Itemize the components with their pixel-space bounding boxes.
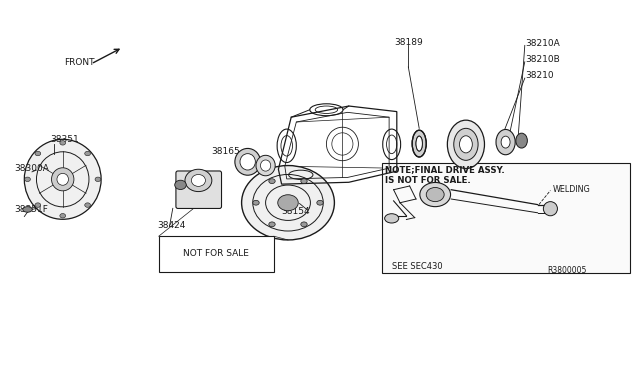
Ellipse shape	[84, 151, 90, 156]
Ellipse shape	[412, 130, 426, 157]
Text: R3800005: R3800005	[547, 266, 587, 275]
Ellipse shape	[496, 129, 515, 155]
Text: NOTE;FINAL DRIVE ASSY.: NOTE;FINAL DRIVE ASSY.	[385, 166, 504, 174]
Text: NOT FOR SALE: NOT FOR SALE	[184, 249, 249, 258]
Text: 38189: 38189	[394, 38, 423, 47]
Ellipse shape	[60, 141, 65, 145]
Text: 38154: 38154	[282, 207, 310, 216]
Ellipse shape	[191, 174, 205, 186]
Ellipse shape	[235, 148, 260, 175]
Ellipse shape	[278, 195, 298, 211]
Ellipse shape	[420, 182, 451, 207]
Text: 38424: 38424	[157, 221, 185, 230]
Ellipse shape	[84, 203, 90, 207]
Ellipse shape	[240, 154, 255, 170]
Ellipse shape	[269, 222, 275, 227]
Ellipse shape	[385, 214, 399, 223]
Ellipse shape	[454, 128, 478, 160]
FancyBboxPatch shape	[176, 171, 221, 208]
Ellipse shape	[501, 136, 510, 148]
Ellipse shape	[35, 151, 41, 156]
Ellipse shape	[95, 177, 101, 182]
Ellipse shape	[60, 214, 65, 218]
Text: 38165: 38165	[211, 147, 240, 156]
Text: 38210: 38210	[525, 71, 554, 80]
Ellipse shape	[35, 203, 41, 207]
Text: 38210B: 38210B	[525, 55, 559, 64]
Text: 38300A: 38300A	[14, 164, 49, 173]
Text: 38351F: 38351F	[14, 205, 48, 214]
Ellipse shape	[447, 120, 484, 169]
Ellipse shape	[51, 168, 74, 191]
Text: SEE SEC430: SEE SEC430	[392, 262, 442, 271]
Bar	[382, 163, 630, 273]
Ellipse shape	[416, 136, 422, 151]
Ellipse shape	[242, 166, 334, 240]
Ellipse shape	[57, 173, 68, 185]
Text: FRONT: FRONT	[64, 58, 95, 67]
Ellipse shape	[460, 136, 472, 153]
Ellipse shape	[23, 207, 32, 212]
Bar	[159, 236, 274, 272]
Ellipse shape	[543, 202, 557, 216]
Ellipse shape	[260, 160, 271, 171]
Text: IS NOT FOR SALE.: IS NOT FOR SALE.	[385, 176, 470, 185]
Ellipse shape	[256, 155, 275, 176]
Ellipse shape	[317, 200, 323, 205]
Ellipse shape	[175, 180, 186, 189]
Text: 38210A: 38210A	[525, 39, 559, 48]
Ellipse shape	[301, 179, 307, 183]
Ellipse shape	[301, 222, 307, 227]
Ellipse shape	[25, 177, 31, 182]
Text: 38351: 38351	[50, 135, 79, 144]
Ellipse shape	[516, 133, 527, 148]
Ellipse shape	[426, 187, 444, 202]
Text: WELDING: WELDING	[552, 185, 590, 194]
Ellipse shape	[185, 169, 212, 192]
Ellipse shape	[253, 200, 259, 205]
Ellipse shape	[24, 139, 101, 219]
Ellipse shape	[269, 179, 275, 183]
